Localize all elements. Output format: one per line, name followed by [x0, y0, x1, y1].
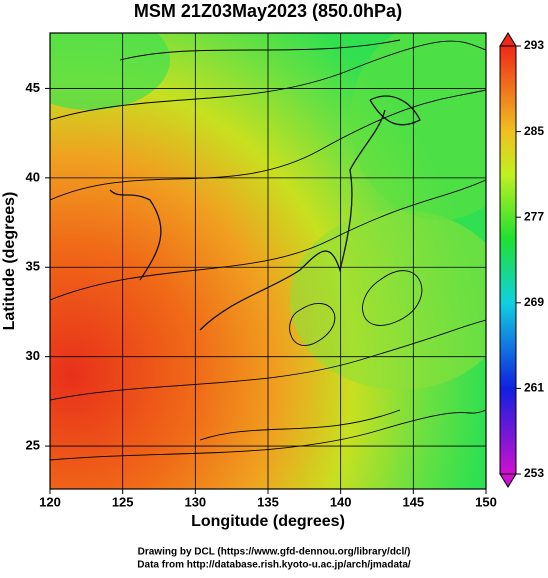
colorbar-tick-label: 269: [524, 295, 544, 309]
y-tick-label: 35: [26, 259, 40, 274]
y-tick-label: 40: [26, 169, 40, 184]
y-tick-label: 45: [26, 80, 40, 95]
x-tick-label: 125: [112, 494, 134, 509]
y-axis-label: Latitude (degrees): [1, 192, 18, 331]
coastline: [109, 95, 421, 331]
y-tick-label: 30: [26, 348, 40, 363]
x-axis-label: Longitude (degrees): [191, 513, 345, 530]
chart-title: MSM 21Z03May2023 (850.0hPa): [134, 1, 402, 21]
colorbar-tick-label: 293: [524, 38, 544, 52]
x-tick-label: 130: [184, 494, 206, 509]
credit: Data from http://database.rish.kyoto-u.a…: [137, 560, 411, 571]
colorbar-tick-label: 261: [524, 381, 544, 395]
colorbar-tick-label: 285: [524, 124, 544, 138]
colorbar-min-arrow: [499, 473, 517, 488]
x-tick-label: 120: [39, 494, 61, 509]
map-field: [50, 33, 486, 489]
colorbar-tick-label: 253: [524, 466, 544, 480]
credit: Drawing by DCL (https://www.gfd-dennou.o…: [138, 547, 411, 558]
colorbar: [499, 45, 517, 475]
colorbar-tick-label: 277: [524, 209, 544, 223]
x-tick-label: 135: [257, 494, 279, 509]
colorbar-max-arrow: [499, 32, 517, 47]
x-tick-label: 145: [402, 494, 424, 509]
streamlines: [50, 39, 486, 461]
x-tick-label: 140: [330, 494, 352, 509]
x-tick-label: 150: [475, 494, 497, 509]
y-tick-label: 25: [26, 438, 40, 453]
